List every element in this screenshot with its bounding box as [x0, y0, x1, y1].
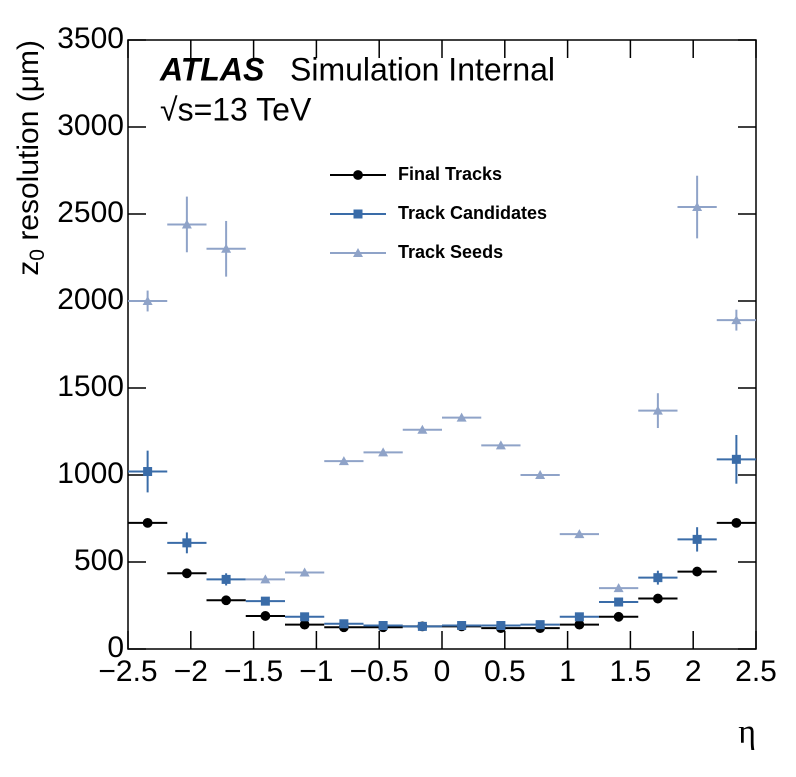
x-tick-label: 1 [559, 655, 576, 688]
x-tick-label: −1 [299, 655, 333, 688]
marker [574, 619, 585, 630]
energy-label: √s=13 TeV [160, 91, 312, 127]
x-tick-label: 2 [685, 655, 702, 688]
marker [731, 315, 742, 325]
marker [221, 574, 231, 584]
marker [260, 574, 271, 584]
status-label: Simulation Internal [290, 51, 555, 87]
legend-label: Final Tracks [398, 164, 502, 184]
marker [260, 611, 271, 621]
marker [574, 529, 585, 539]
legend-marker [353, 248, 363, 257]
marker [495, 440, 506, 450]
marker [143, 467, 153, 477]
marker [457, 621, 467, 631]
marker [260, 596, 270, 606]
marker [653, 573, 663, 583]
marker [535, 620, 545, 630]
x-tick-label: −2.5 [98, 655, 157, 688]
y-label-symbol: z [12, 261, 45, 276]
x-tick-label: −0.5 [350, 655, 409, 688]
marker [574, 612, 584, 622]
legend-marker [353, 209, 363, 219]
y-tick-label: 2500 [57, 196, 124, 229]
marker [731, 517, 742, 528]
marker [221, 243, 232, 253]
marker [652, 593, 663, 604]
marker [535, 470, 546, 479]
x-axis-label: η [738, 714, 756, 751]
y-tick-label: 3500 [57, 22, 124, 55]
marker [692, 202, 703, 212]
y-tick-label: 0 [107, 631, 124, 664]
marker [299, 567, 310, 577]
experiment-label: ATLAS [159, 51, 265, 87]
x-tick-label: 2.5 [735, 655, 777, 688]
legend-marker [353, 170, 363, 180]
marker [496, 621, 506, 631]
marker [613, 583, 624, 593]
marker [142, 296, 153, 305]
marker [339, 619, 349, 629]
y-label-text: resolution (μm) [12, 40, 45, 249]
y-tick-label: 1500 [57, 370, 124, 403]
x-tick-label: −2 [174, 655, 208, 688]
y-tick-label: 2000 [57, 283, 124, 316]
y-label-subscript: 0 [26, 249, 49, 261]
marker [221, 595, 232, 606]
plot-frame [127, 39, 757, 650]
x-tick-label: −1.5 [224, 655, 283, 688]
y-tick-label: 3000 [57, 109, 124, 142]
legend-label: Track Seeds [398, 242, 503, 262]
y-tick-label: 1000 [57, 457, 124, 490]
marker [299, 619, 310, 630]
marker [378, 621, 388, 631]
legend-label: Track Candidates [398, 203, 547, 223]
marker [456, 412, 467, 422]
marker [182, 538, 192, 548]
marker [417, 621, 427, 631]
x-tick-label: 0.5 [484, 655, 526, 688]
marker [338, 456, 349, 466]
x-tick-label: 0 [434, 655, 451, 688]
x-tick-label: 1.5 [610, 655, 652, 688]
marker [300, 612, 310, 622]
marker [378, 447, 389, 457]
marker [181, 219, 192, 229]
marker [652, 405, 663, 415]
marker [692, 534, 702, 544]
marker [614, 597, 624, 607]
marker [181, 568, 192, 579]
marker [692, 566, 703, 577]
y-tick-label: 500 [74, 544, 124, 577]
y-axis-label: z0 resolution (μm) [12, 40, 49, 276]
marker [731, 454, 741, 464]
marker [613, 611, 624, 622]
marker [142, 517, 153, 528]
marker [417, 424, 428, 434]
